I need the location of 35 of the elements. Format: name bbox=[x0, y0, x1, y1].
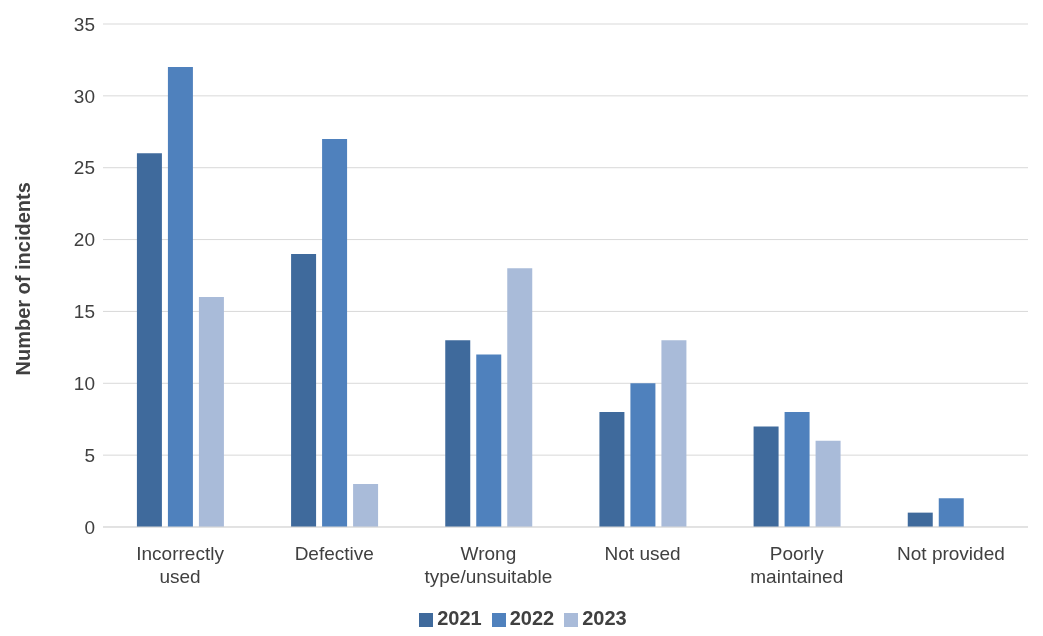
bar bbox=[445, 340, 471, 527]
y-tick-label: 5 bbox=[84, 444, 95, 466]
bar bbox=[753, 426, 779, 527]
y-tick-label: 20 bbox=[73, 229, 95, 251]
legend-label: 2022 bbox=[509, 607, 555, 629]
y-tick-label: 35 bbox=[73, 13, 95, 35]
bar bbox=[198, 297, 224, 527]
bar bbox=[476, 354, 502, 527]
bar bbox=[353, 483, 379, 527]
bar bbox=[784, 412, 810, 527]
bar bbox=[661, 340, 687, 527]
bar bbox=[291, 253, 317, 527]
bar bbox=[815, 440, 841, 527]
x-tick-label: Not used bbox=[604, 543, 681, 565]
y-tick-label: 30 bbox=[73, 85, 95, 107]
x-tick-label: Incorrectly used bbox=[136, 543, 225, 587]
y-tick-label: 10 bbox=[73, 373, 95, 395]
y-tick-label: 25 bbox=[73, 157, 95, 179]
bar bbox=[938, 498, 964, 527]
y-tick-label: 15 bbox=[73, 301, 95, 323]
x-tick-label: Not provided bbox=[897, 543, 1005, 565]
bar bbox=[322, 138, 348, 527]
y-axis-title: Number of incidents bbox=[12, 182, 35, 376]
legend-label: 2021 bbox=[437, 607, 482, 629]
y-tick-label: 0 bbox=[84, 516, 95, 538]
x-tick-label: Wrong type/unsuitable bbox=[424, 543, 553, 587]
bar bbox=[907, 512, 933, 527]
x-tick-label: Poorly maintained bbox=[750, 543, 844, 587]
bar bbox=[136, 153, 162, 527]
legend-label: 2023 bbox=[582, 607, 627, 629]
bar bbox=[630, 383, 656, 527]
bar bbox=[507, 268, 533, 527]
bar bbox=[167, 67, 193, 527]
bar bbox=[599, 412, 625, 527]
x-tick-label: Defective bbox=[294, 543, 374, 565]
